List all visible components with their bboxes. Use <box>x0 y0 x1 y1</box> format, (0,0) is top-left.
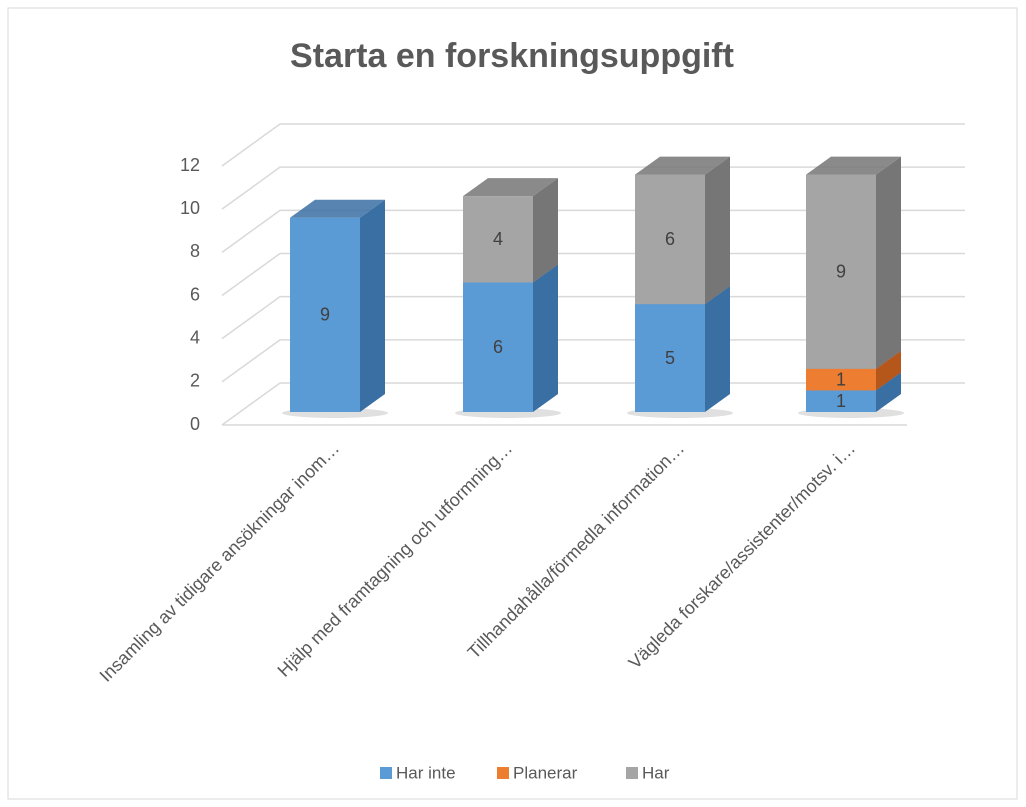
bar-front <box>635 304 705 412</box>
y-tick-label: 4 <box>190 327 200 347</box>
grid-line <box>221 209 965 253</box>
data-label: 5 <box>665 348 675 368</box>
y-tick-label: 0 <box>190 414 200 434</box>
data-label: 4 <box>493 229 503 249</box>
bar-front <box>806 174 876 369</box>
bar-front <box>635 174 705 305</box>
bar-side <box>533 264 558 412</box>
bar-side <box>876 156 901 369</box>
bar-front <box>463 196 533 283</box>
grid-line <box>221 382 965 426</box>
data-label: 1 <box>836 391 846 411</box>
data-label: 6 <box>493 337 503 357</box>
y-tick-label: 2 <box>190 371 200 391</box>
grid-line <box>221 123 965 167</box>
grid-line <box>221 166 965 210</box>
bar-side <box>705 286 730 412</box>
legend-swatch <box>626 767 638 779</box>
bar-front <box>806 368 876 391</box>
bar-top <box>806 156 901 175</box>
y-tick-label: 8 <box>190 241 200 261</box>
legend-swatch <box>380 767 392 779</box>
data-label: 9 <box>836 261 846 281</box>
legend-label: Har inte <box>396 763 456 782</box>
grid-line <box>221 339 965 383</box>
grid-line <box>221 295 965 340</box>
chart-title: Starta en forskningsuppgift <box>290 37 734 75</box>
bar-side <box>876 350 901 391</box>
legend-label: Planerar <box>513 763 578 782</box>
grid-line <box>221 252 965 297</box>
bar-top <box>635 156 730 175</box>
data-label: 6 <box>665 229 675 249</box>
bar-side <box>705 156 730 305</box>
bar-front <box>806 390 876 412</box>
bar-side <box>360 199 385 412</box>
y-tick-label: 10 <box>180 198 200 218</box>
bar-front <box>290 217 360 412</box>
bar-top <box>290 199 385 218</box>
y-tick-label: 12 <box>180 155 200 175</box>
y-tick-label: 6 <box>190 284 200 304</box>
legend-swatch <box>497 767 509 779</box>
data-label: 9 <box>320 305 330 325</box>
bar-side <box>533 178 558 283</box>
data-label: 1 <box>836 369 846 389</box>
bar-top <box>463 178 558 197</box>
bar-front <box>463 282 533 412</box>
bar-side <box>876 372 901 412</box>
legend-label: Har <box>642 763 670 782</box>
